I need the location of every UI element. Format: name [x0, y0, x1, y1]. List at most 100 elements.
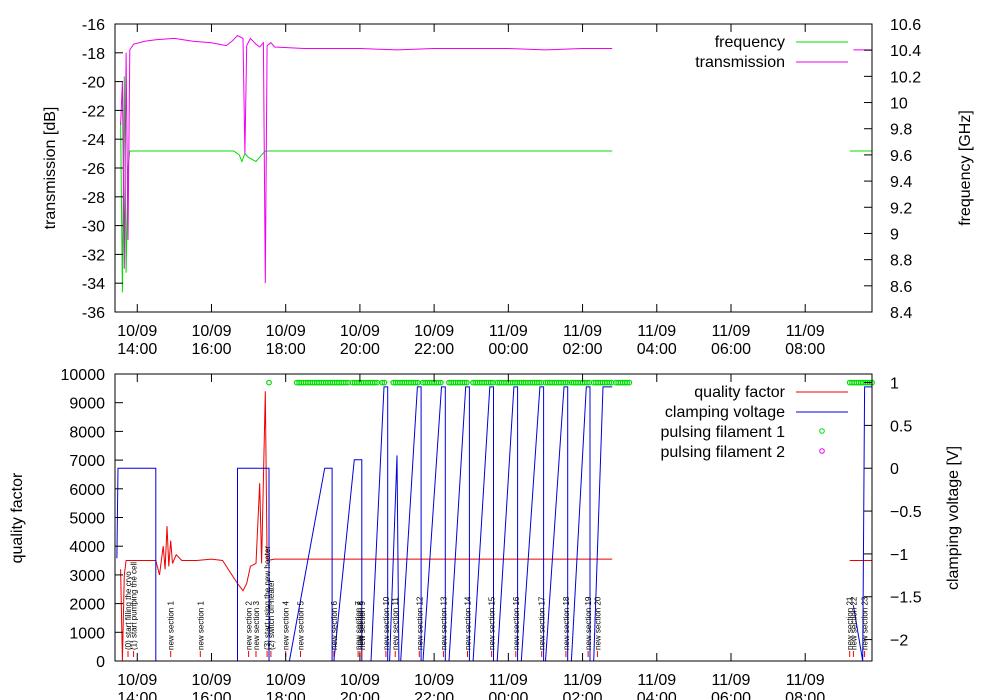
bottom-legend: quality factor clamping voltage pulsing … [660, 384, 848, 461]
top-xtick-time-4: 22:00 [414, 341, 454, 358]
top-ytick-label-0: -16 [82, 17, 105, 34]
legend-label-clamping-voltage: clamping voltage [665, 404, 785, 421]
bottom-xtick-time-1: 16:00 [191, 690, 231, 700]
legend-marker-pulsing-filament-2 [819, 448, 825, 454]
bottom-xtick-date-0: 10/09 [117, 672, 157, 689]
top-xtick-time-8: 06:00 [711, 341, 751, 358]
top-xtick-time-3: 20:00 [340, 341, 380, 358]
top-xtick-date-9: 11/09 [786, 323, 825, 340]
scatter-point-pulsing-filament-1-7-8 [488, 379, 494, 386]
bottom-y2-axis-label: clamping voltage [V] [945, 446, 962, 590]
top-xtick-date-7: 11/09 [637, 323, 676, 340]
legend-label-pulsing-filament-1: pulsing filament 1 [660, 424, 785, 441]
top-y2tick-label-6: 9.4 [890, 174, 912, 191]
scatter-point-pulsing-filament-1-3-0 [379, 379, 386, 386]
series-line-clamping-voltage-3 [333, 459, 363, 662]
annotation-label-22: new section 18 [562, 596, 571, 650]
bottom-ytick-label-7: 3000 [69, 568, 105, 585]
annotation-label-0: (0) start filling the cryo [124, 571, 133, 650]
bottom-y2tick-label-6: −2 [890, 633, 908, 650]
scatter-point-pulsing-filament-1-12-7 [606, 379, 613, 386]
scatter-point-pulsing-filament-1-5-7 [435, 379, 442, 386]
bottom-y2tick-label-1: 0.5 [890, 418, 912, 435]
annotation-label-4: new section 2 [245, 601, 254, 650]
series-line-quality-factor-0 [120, 391, 613, 662]
bottom-ytick-label-6: 4000 [69, 539, 105, 556]
top-y2tick-label-5: 9.6 [890, 148, 912, 165]
scatter-point-pulsing-filament-1-13-5 [624, 379, 630, 386]
bottom-xtick-time-6: 02:00 [563, 690, 603, 700]
series-line-clamping-voltage-9 [472, 386, 494, 662]
scatter-point-pulsing-filament-1-13-6 [626, 379, 633, 386]
top-xtick-date-3: 10/09 [340, 323, 380, 340]
top-y2tick-label-10: 8.6 [890, 279, 912, 296]
legend-label-frequency: frequency [715, 34, 785, 51]
annotation-label-18: new section 14 [464, 596, 473, 650]
top-ytick-label-2: -20 [82, 75, 105, 92]
scatter-point-pulsing-filament-1-10-10 [564, 379, 571, 386]
top-y-axis-label: transmission [dB] [42, 107, 59, 230]
bottom-ytick-label-9: 1000 [69, 625, 105, 642]
top-legend: frequency transmission [695, 34, 848, 71]
bottom-xtick-date-2: 10/09 [266, 672, 306, 689]
scatter-point-pulsing-filament-1-6-8 [463, 379, 470, 386]
annotation-label-26: new section 22 [849, 596, 858, 650]
annotation-label-5: new section 3 [252, 601, 261, 650]
bottom-ytick-label-1: 9000 [69, 396, 105, 413]
series-line-frequency-0 [120, 76, 613, 293]
bottom-ytick-label-5: 5000 [69, 511, 105, 528]
series-line-clamping-voltage-10 [496, 386, 519, 662]
bottom-xtick-date-7: 11/09 [637, 672, 676, 689]
bottom-xtick-time-9: 08:00 [785, 690, 825, 700]
top-xtick-date-5: 11/09 [489, 323, 528, 340]
bottom-ytick-label-3: 7000 [69, 453, 105, 470]
series-line-clamping-voltage-15 [852, 386, 872, 662]
annotation-label-20: new section 16 [512, 596, 521, 650]
bottom-y-axis-label: quality factor [9, 472, 26, 563]
annotation-label-11: new section 7 [354, 601, 363, 650]
scatter-point-pulsing-filament-1-0-0 [266, 379, 272, 386]
top-xtick-time-0: 14:00 [117, 341, 157, 358]
top-series-layer [120, 34, 872, 293]
section-annotations-layer: (0) start filling the cryo(1) start pump… [124, 546, 870, 657]
top-ytick-label-7: -30 [82, 219, 105, 236]
bottom-xtick-date-8: 11/09 [712, 672, 751, 689]
top-xtick-time-6: 02:00 [563, 341, 603, 358]
top-xtick-date-6: 11/09 [563, 323, 602, 340]
scatter-point-pulsing-filament-1-5-8 [437, 379, 444, 386]
bottom-xtick-date-9: 11/09 [786, 672, 825, 689]
bottom-xtick-date-4: 10/09 [414, 672, 454, 689]
top-y2-axis-label: frequency [GHz] [957, 110, 974, 226]
bottom-y2tick-label-4: −1 [890, 547, 908, 564]
annotation-label-13: new section 9 [358, 601, 367, 650]
top-ytick-label-3: -22 [82, 103, 105, 120]
annotation-label-6: (3) start using the new heater [263, 546, 272, 650]
top-xtick-time-5: 00:00 [488, 341, 528, 358]
annotation-label-9: new section 5 [297, 601, 306, 650]
top-ytick-label-9: -34 [82, 276, 105, 293]
transmission-frequency-panel: -16 -18 -20 -22 -24 -26 -28 -30 -32 -34 -36 10.6 10.… [42, 17, 974, 358]
annotation-label-12: new section 8 [356, 601, 365, 650]
bottom-y2tick-label-3: −0.5 [890, 504, 922, 521]
quality-clamping-panel: (0) start filling the cryo(1) start pump… [9, 367, 962, 700]
bottom-xtick-time-3: 20:00 [340, 690, 380, 700]
series-line-clamping-voltage-14 [593, 386, 613, 662]
top-y2tick-label-2: 10.2 [890, 69, 921, 86]
series-line-clamping-voltage-12 [545, 386, 569, 662]
annotation-label-2: new section 1 [167, 601, 176, 650]
series-line-clamping-voltage-7 [422, 386, 446, 662]
scatter-point-pulsing-filament-1-9-8 [536, 379, 542, 386]
scatter-point-pulsing-filament-1-1-22 [342, 379, 349, 386]
top-xtick-time-1: 16:00 [191, 341, 231, 358]
annotation-label-27: new section 23 [861, 596, 870, 650]
annotation-label-17: new section 13 [439, 596, 448, 650]
bottom-xtick-time-4: 22:00 [414, 690, 454, 700]
top-xtick-date-2: 10/09 [266, 323, 306, 340]
top-ytick-label-4: -24 [82, 132, 105, 149]
bottom-xtick-time-2: 18:00 [266, 690, 306, 700]
top-y2tick-label-8: 9 [890, 226, 899, 243]
annotation-label-8: new section 4 [282, 601, 291, 650]
top-y2tick-label-1: 10.4 [890, 43, 921, 60]
bottom-xtick-time-7: 04:00 [637, 690, 677, 700]
